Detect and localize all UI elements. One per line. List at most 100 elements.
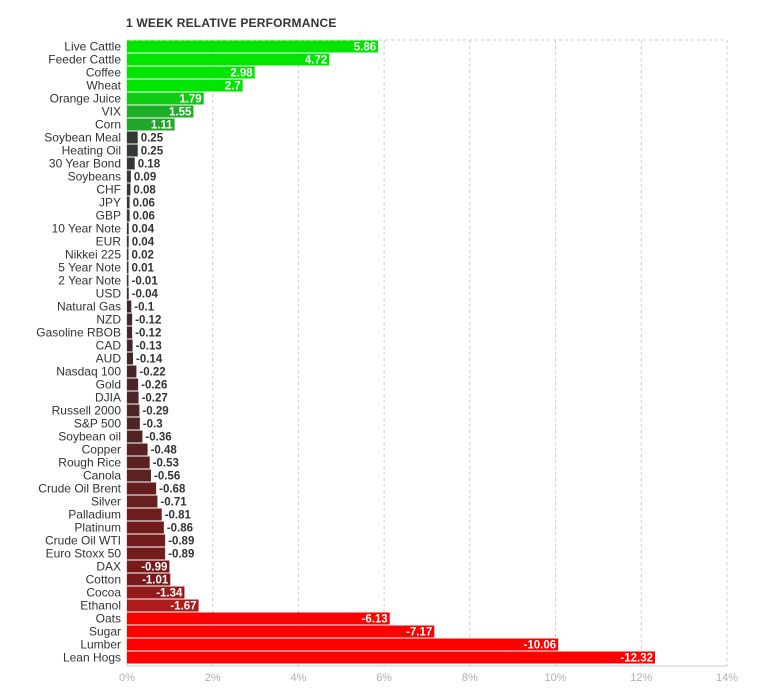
bar [127,261,129,274]
bar [127,547,166,560]
value-label: -0.12 [135,315,161,327]
value-label: -1.01 [142,575,169,587]
value-label: -6.13 [361,614,387,626]
bar [127,66,255,79]
value-label: -0.48 [151,445,178,457]
category-label: Cocoa [86,586,121,600]
category-label: Natural Gas [57,300,121,314]
bar [127,118,175,131]
category-label: Crude Oil Brent [38,482,121,496]
category-label: Heating Oil [62,144,121,158]
x-tick-label: 14% [716,672,738,684]
bar [127,651,655,664]
value-label: -0.29 [142,406,168,418]
bar [127,638,559,651]
x-tick-label: 0% [119,672,135,684]
bar [127,274,129,287]
category-label: Platinum [74,521,121,535]
category-label: Oats [96,612,121,626]
value-label: 1.79 [179,94,201,106]
bar [127,183,131,196]
category-label: CHF [96,183,121,197]
category-label: S&P 500 [74,417,121,431]
category-label: Live Cattle [64,40,121,54]
bar [127,586,185,599]
category-label: Rough Rice [58,456,121,470]
value-label: -0.3 [143,419,163,431]
bar [127,508,162,521]
bar [127,209,130,222]
value-label: -0.81 [165,510,192,522]
value-label: -0.56 [154,471,180,483]
value-label: -0.12 [135,328,161,340]
value-label: 1.55 [169,107,192,119]
value-label: 2.7 [225,81,241,93]
value-label: -0.13 [136,341,162,353]
bar [127,482,157,495]
category-label: EUR [96,235,122,249]
bar [127,300,132,313]
bar [127,235,129,248]
bar [127,378,139,391]
category-label: VIX [102,105,121,119]
bar [127,105,194,118]
category-label: Crude Oil WTI [45,534,121,548]
bar [127,456,150,469]
x-tick-label: 8% [462,672,478,684]
category-label: DAX [96,560,121,574]
category-label: Russell 2000 [52,404,122,418]
bar [127,352,133,365]
value-label: 0.25 [141,146,164,158]
category-label: Ethanol [80,599,121,613]
value-label: -0.53 [153,458,179,470]
bar [127,79,243,92]
value-label: 0.06 [133,211,155,223]
value-label: -0.04 [132,289,159,301]
value-label: 0.08 [133,185,156,197]
value-label: -0.1 [134,302,154,314]
bar [127,443,148,456]
bar [127,144,138,157]
category-label: 2 Year Note [58,274,121,288]
category-label: Palladium [68,508,121,522]
value-label: -0.26 [141,380,167,392]
x-tick-label: 12% [630,672,652,684]
category-label: DJIA [95,391,121,405]
x-tick-label: 10% [545,672,567,684]
value-label: -1.67 [170,601,196,613]
category-label: Sugar [89,625,121,639]
bar [127,313,133,326]
value-label: -0.99 [141,562,167,574]
value-label: -10.06 [524,640,557,652]
value-label: 0.06 [133,198,155,210]
bar [127,365,137,378]
value-label: 1.11 [151,120,173,132]
value-label: -0.71 [160,497,187,509]
category-label: Orange Juice [50,92,122,106]
bar [127,417,140,430]
bar [127,612,390,625]
bar [127,599,199,612]
value-label: 0.09 [134,172,156,184]
chart-title: 1 WEEK RELATIVE PERFORMANCE [126,16,337,30]
category-label: Copper [82,443,121,457]
x-tick-label: 2% [205,672,221,684]
category-label: 30 Year Bond [49,157,121,171]
bar [127,339,133,352]
category-label: Lumber [80,638,121,652]
value-label: -0.86 [167,523,193,535]
bar [127,625,435,638]
category-label: Soybean oil [58,430,121,444]
category-label: NZD [96,313,121,327]
value-label: 2.98 [230,68,253,80]
value-label: 0.04 [132,237,155,249]
category-label: Canola [83,469,121,483]
value-label: 4.72 [305,55,327,67]
category-label: Lean Hogs [63,651,121,665]
bar [127,573,171,586]
bar [127,157,135,170]
bar [127,495,158,508]
category-label: JPY [99,196,121,210]
category-label: Gold [96,378,121,392]
